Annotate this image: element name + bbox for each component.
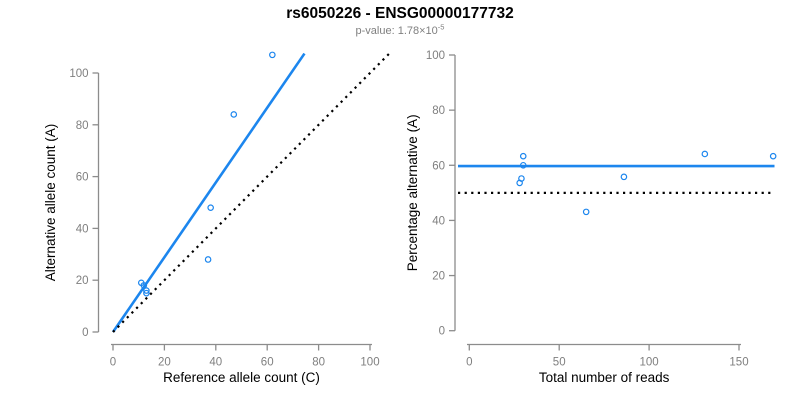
plot-title: rs6050226 - ENSG00000177732 xyxy=(286,5,514,22)
data-point xyxy=(269,51,276,59)
x-tick-label: 100 xyxy=(360,357,379,369)
data-point xyxy=(207,204,214,211)
x-tick-label: 40 xyxy=(209,357,222,369)
y-tick-label: 20 xyxy=(432,271,445,283)
y-tick-label: 60 xyxy=(432,160,445,172)
x-tick-label: 0 xyxy=(110,357,116,369)
data-point xyxy=(519,161,527,169)
x-tick-label: 100 xyxy=(640,357,659,369)
data-point xyxy=(620,173,628,181)
y-tick-label: 40 xyxy=(76,223,89,235)
data-point xyxy=(519,152,527,160)
y-tick-label: 60 xyxy=(76,172,89,184)
y-tick-label: 20 xyxy=(76,275,89,287)
y-tick-label: 100 xyxy=(69,68,88,80)
data-point xyxy=(582,208,590,216)
x-axis-title: Total number of reads xyxy=(539,370,670,385)
x-tick-label: 0 xyxy=(466,357,472,369)
x-tick-label: 150 xyxy=(729,357,748,369)
y-tick-label: 80 xyxy=(432,105,445,117)
data-point xyxy=(143,289,150,297)
plot-subtitle: p-value: 1.78×10-5 xyxy=(0,22,800,37)
data-point xyxy=(230,111,238,118)
y-tick-label: 0 xyxy=(439,326,445,338)
y-tick-label: 0 xyxy=(82,327,88,339)
x-tick-label: 60 xyxy=(261,357,274,369)
plot-panel-left: 0 20 40 60 80 100 0 20 40 60 80 100 Reference allele… xyxy=(43,51,391,385)
y-tick-label: 80 xyxy=(76,120,89,132)
p-value-exponent: -5 xyxy=(437,22,445,32)
y-axis-title: Alternative allele count (A) xyxy=(43,124,58,282)
data-point xyxy=(204,256,212,263)
x-tick-label: 50 xyxy=(553,357,566,369)
p-value-text: p-value: 1.78×10 xyxy=(355,25,438,37)
data-point xyxy=(516,179,523,187)
x-axis-title: Reference allele count (C) xyxy=(163,370,320,385)
x-tick-label: 20 xyxy=(158,357,171,369)
y-axis-title: Percentage alternative (A) xyxy=(405,114,420,271)
data-point xyxy=(701,150,709,158)
regression-line xyxy=(111,52,306,333)
x-tick-label: 80 xyxy=(312,357,325,369)
y-tick-label: 40 xyxy=(432,215,445,227)
data-point xyxy=(140,282,148,289)
identity-line-y-equals-x xyxy=(112,52,391,333)
y-tick-label: 100 xyxy=(426,50,445,62)
data-point xyxy=(143,287,150,294)
data-point xyxy=(769,152,777,160)
